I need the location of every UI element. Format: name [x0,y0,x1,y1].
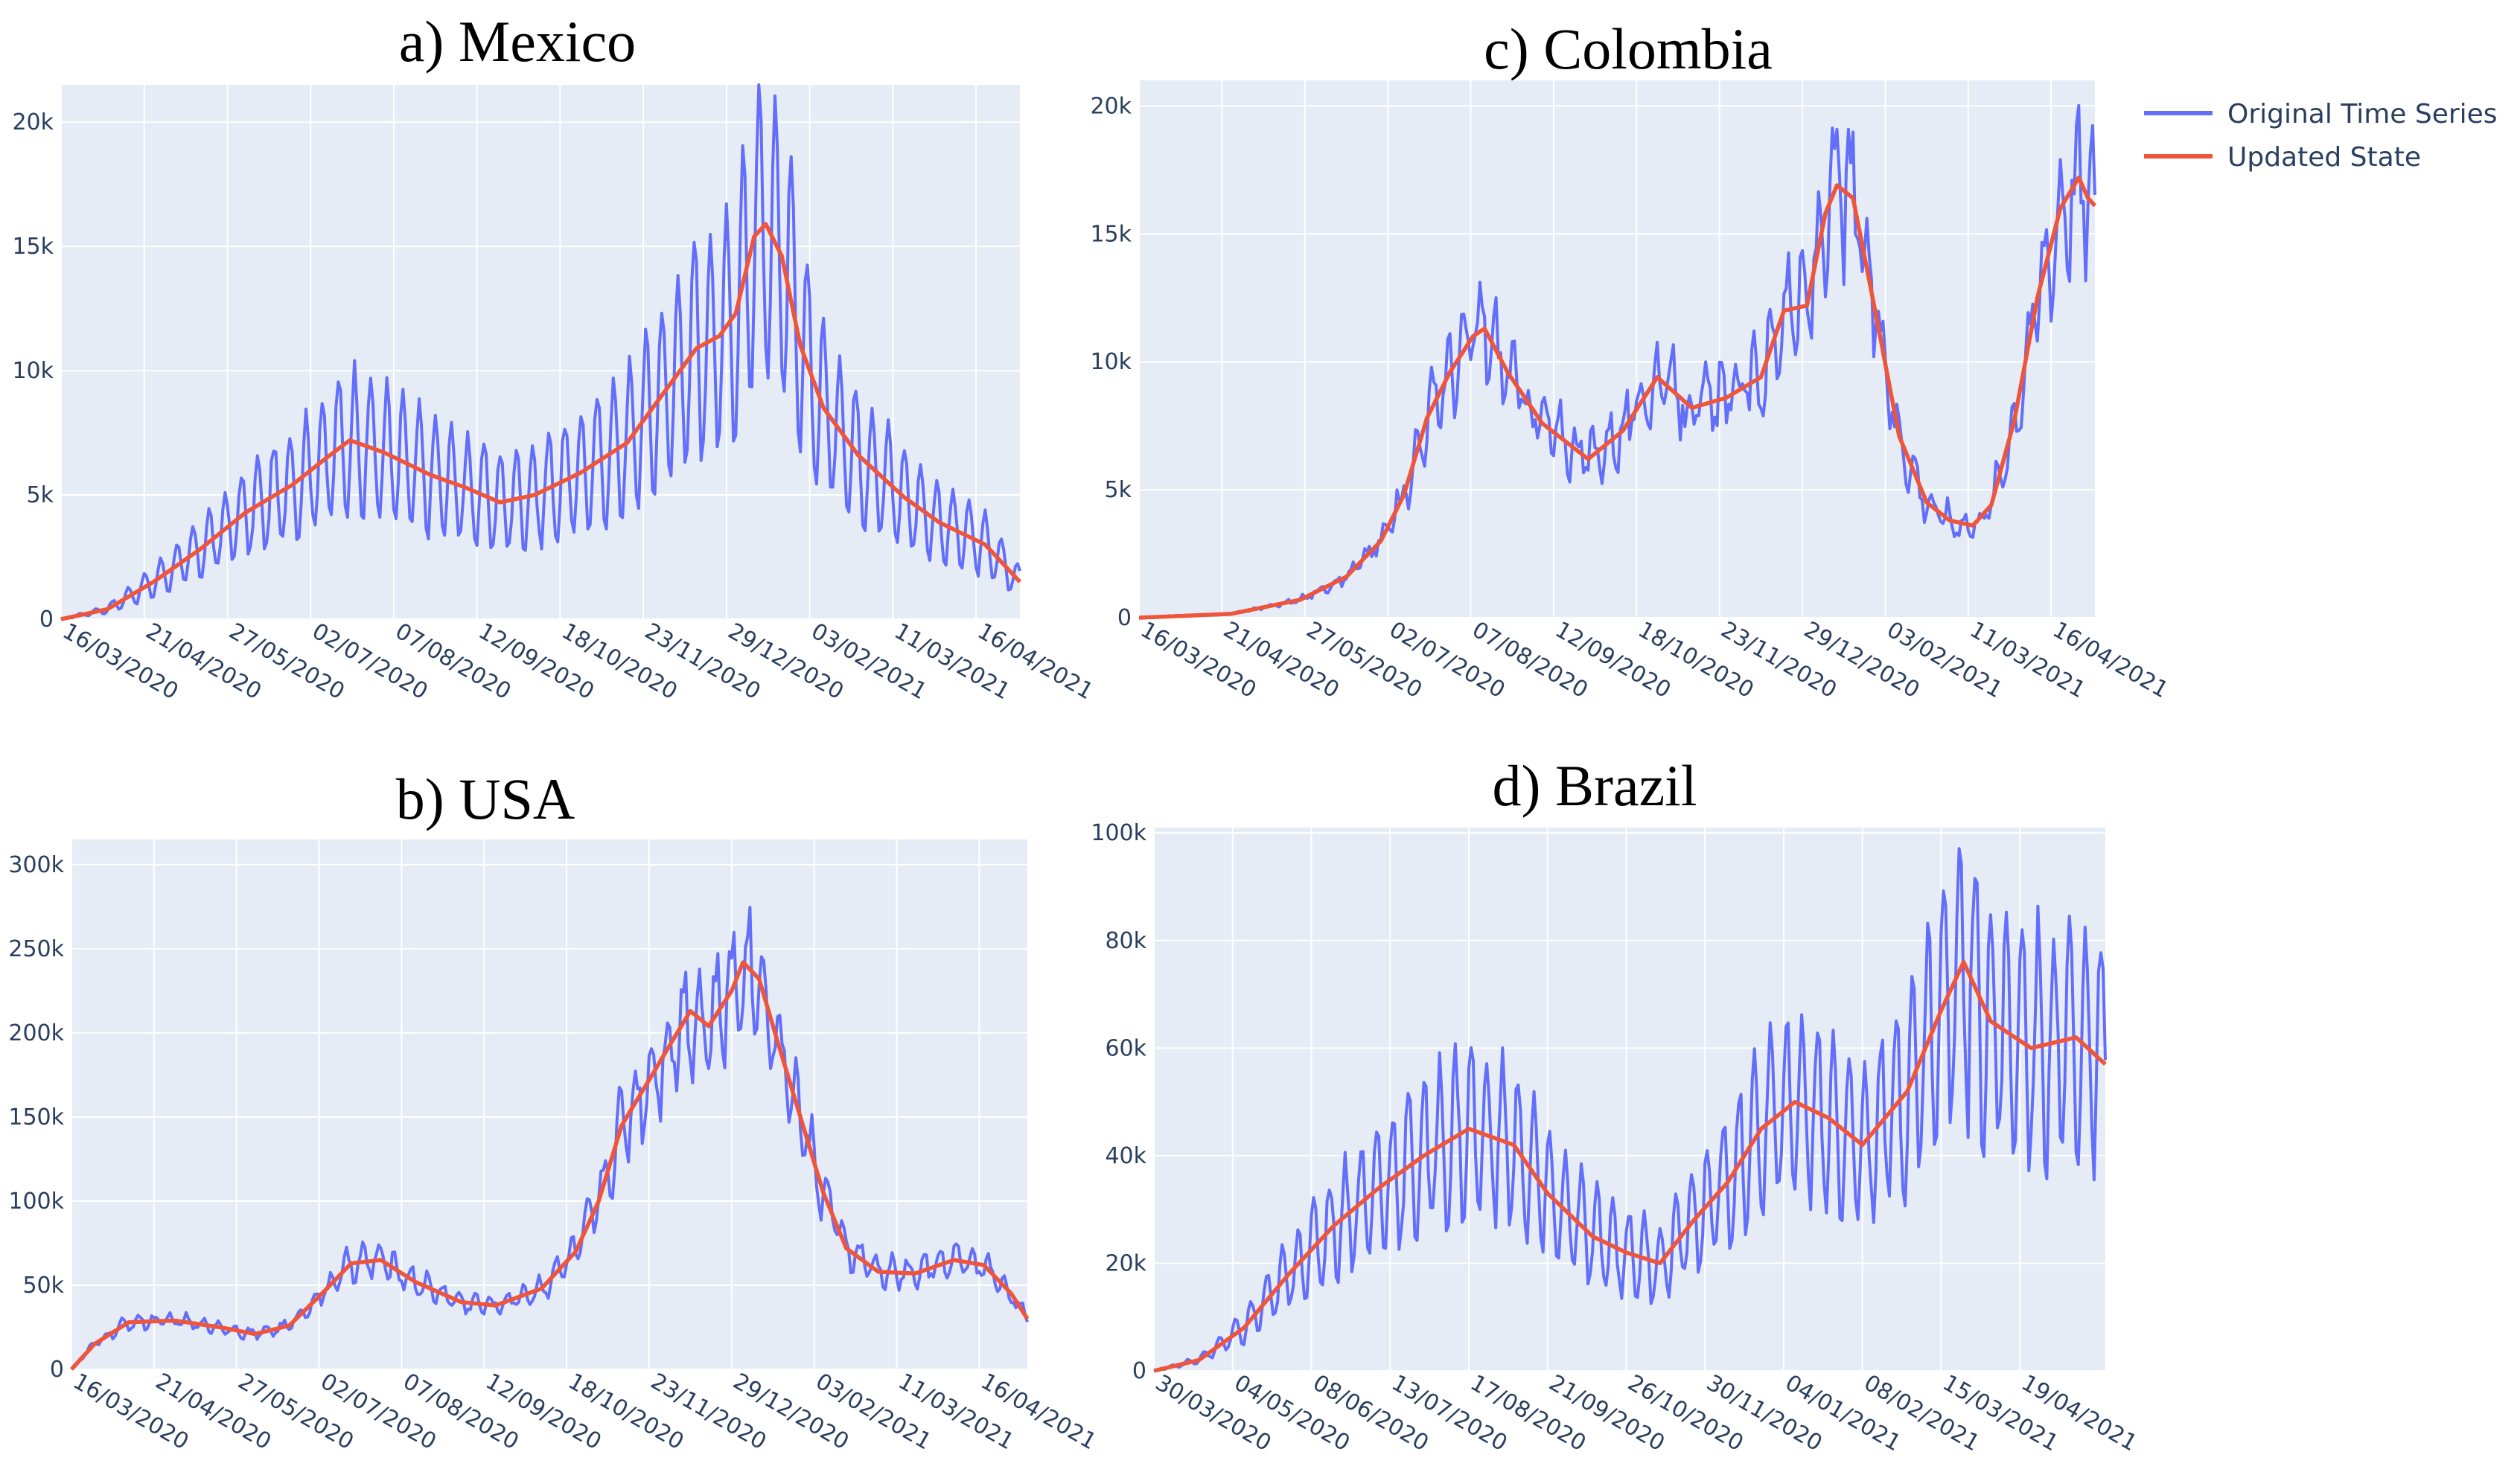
panel-colombia: c) Colombia 0 5k 10k 15k 20k 16/03/202021/04… [1090,16,2172,703]
y-tick-label: 5k [27,482,54,508]
series-colombia [1138,103,2097,620]
y-tick-label: 15k [12,234,54,260]
chart-title-mexico: a) Mexico [399,9,636,74]
y-tick-label: 200k [8,1020,64,1046]
y-tick-label: 0 [39,607,54,633]
series-line-updated-brazil [1153,959,2107,1373]
y-axis-mexico: 0 5k 10k 15k 20k [12,109,54,633]
series-line-original-brazil [1153,847,2107,1372]
y-tick-label: 5k [1105,477,1132,503]
y-tick-label: 100k [8,1189,64,1215]
y-axis-usa: 0 50k 100k 150k 200k 250k 300k [8,852,64,1383]
y-tick-label: 0 [1117,605,1132,631]
y-axis-colombia: 0 5k 10k 15k 20k [1090,93,1132,631]
legend-label-updated: Updated State [2227,142,2421,173]
legend-item-updated[interactable]: Updated State [2144,142,2421,173]
series-line-updated-mexico [60,222,1022,621]
y-tick-label: 10k [1090,349,1132,375]
series-line-updated-usa [69,960,1030,1371]
x-axis-colombia: 16/03/202021/04/202027/05/202002/07/2020… [1136,617,2172,704]
y-tick-label: 80k [1105,928,1146,954]
panel-brazil: d) Brazil 0 20k 40k 60k 80k 100k 30/03/202004… [1091,753,2141,1456]
series-usa [69,906,1030,1371]
legend-item-original[interactable]: Original Time Series [2144,99,2498,129]
y-axis-brazil: 0 20k 40k 60k 80k 100k [1091,820,1146,1384]
y-tick-label: 40k [1105,1143,1146,1169]
chart-title-usa: b) USA [396,767,575,831]
y-tick-label: 300k [8,852,64,878]
panel-usa: b) USA 0 50k 100k 150k 200k 250k 300k 16/03/20… [8,767,1100,1455]
y-tick-label: 20k [1105,1250,1146,1276]
y-tick-label: 20k [1090,93,1132,119]
series-line-updated-colombia [1138,175,2097,620]
y-tick-label: 0 [50,1357,64,1383]
grid-usa [71,839,1027,1370]
x-axis-usa: 16/03/202021/04/202027/05/202002/07/2020… [68,1369,1101,1456]
chart-title-colombia: c) Colombia [1484,16,1773,81]
y-tick-label: 150k [8,1104,64,1130]
y-tick-label: 250k [8,936,64,962]
chart-title-brazil: d) Brazil [1492,753,1697,818]
y-tick-label: 20k [12,109,54,135]
y-tick-label: 0 [1132,1358,1146,1384]
y-tick-label: 10k [12,358,54,384]
y-tick-label: 15k [1090,221,1132,247]
series-line-original-mexico [60,83,1021,621]
y-tick-label: 60k [1105,1035,1146,1061]
y-tick-label: 100k [1091,820,1146,846]
series-brazil [1153,847,2107,1373]
x-axis-mexico: 16/03/202021/04/202027/05/202002/07/2020… [58,618,1097,706]
series-mexico [60,83,1022,621]
legend[interactable]: Original Time Series Updated State [2144,99,2498,173]
y-tick-label: 50k [22,1273,64,1299]
panel-mexico: a) Mexico 0 5k 10k 15k 20k 16/03/202021/04/2… [12,9,1097,705]
plot-area-colombia [1139,80,2095,618]
x-axis-brazil: 30/03/202004/05/202008/06/202013/07/2020… [1151,1370,2141,1457]
legend-label-original: Original Time Series [2227,99,2498,129]
